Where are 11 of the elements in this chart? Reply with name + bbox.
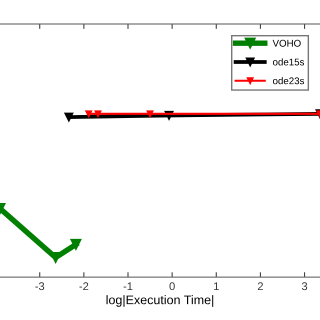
x-axis-title: log|Execution Time| <box>106 295 214 307</box>
x-tick-label: 1 <box>214 282 219 290</box>
legend-label: ode15s <box>272 58 304 66</box>
x-tick-label: -1 <box>124 282 132 290</box>
x-tick-label: -3 <box>35 282 44 290</box>
legend-label: ode23s <box>272 77 304 84</box>
x-tick-label: 2 <box>258 282 263 290</box>
x-tick-label: -2 <box>79 282 88 290</box>
x-tick-label: 3 <box>302 282 308 290</box>
x-tick-label: 0 <box>169 282 175 290</box>
legend-label: VOHO <box>272 40 301 47</box>
